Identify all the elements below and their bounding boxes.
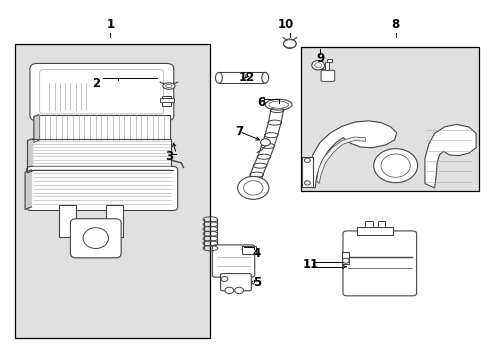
Bar: [161, 96, 171, 107]
Bar: [15, 44, 210, 338]
Ellipse shape: [380, 154, 409, 177]
Circle shape: [304, 158, 310, 162]
Ellipse shape: [165, 85, 172, 87]
Circle shape: [243, 181, 263, 195]
FancyBboxPatch shape: [342, 231, 416, 296]
Bar: [220, 274, 228, 278]
Bar: [105, 205, 122, 237]
Ellipse shape: [215, 72, 222, 83]
Circle shape: [224, 287, 233, 294]
Polygon shape: [25, 170, 31, 210]
Circle shape: [304, 181, 310, 185]
Text: 3: 3: [164, 150, 173, 163]
Text: 5: 5: [252, 276, 260, 289]
Circle shape: [237, 176, 268, 199]
Ellipse shape: [268, 101, 288, 108]
Ellipse shape: [264, 99, 291, 110]
Bar: [325, 62, 328, 69]
Polygon shape: [307, 121, 396, 188]
Circle shape: [314, 63, 321, 68]
FancyBboxPatch shape: [40, 69, 163, 114]
Text: 1: 1: [106, 18, 114, 31]
Text: 6: 6: [257, 96, 265, 109]
Circle shape: [234, 287, 243, 294]
Text: 7: 7: [235, 125, 243, 138]
Text: 11: 11: [302, 258, 318, 271]
Polygon shape: [34, 115, 39, 142]
Bar: [242, 246, 255, 253]
Circle shape: [311, 60, 324, 70]
Text: 10: 10: [277, 18, 293, 31]
Circle shape: [221, 276, 227, 282]
Text: 8: 8: [391, 18, 399, 31]
FancyBboxPatch shape: [26, 166, 177, 211]
FancyBboxPatch shape: [30, 63, 173, 121]
Bar: [377, 221, 384, 227]
Text: 4: 4: [252, 247, 260, 260]
Text: 2: 2: [92, 77, 100, 90]
Ellipse shape: [163, 83, 175, 89]
Bar: [59, 205, 76, 237]
Bar: [219, 72, 264, 83]
Circle shape: [260, 139, 270, 146]
Ellipse shape: [83, 228, 108, 248]
Circle shape: [342, 258, 348, 263]
Ellipse shape: [373, 149, 417, 183]
FancyBboxPatch shape: [321, 70, 334, 81]
Polygon shape: [27, 139, 32, 173]
Bar: [32, 139, 171, 171]
Ellipse shape: [261, 72, 268, 83]
FancyBboxPatch shape: [70, 219, 121, 258]
Bar: [302, 157, 312, 187]
FancyBboxPatch shape: [220, 274, 251, 291]
Bar: [341, 252, 348, 264]
Bar: [39, 115, 170, 140]
Bar: [356, 226, 392, 234]
Bar: [159, 98, 174, 102]
Circle shape: [283, 39, 296, 48]
Bar: [365, 221, 372, 227]
Text: 9: 9: [315, 51, 324, 64]
Polygon shape: [424, 125, 475, 188]
Text: 12: 12: [238, 71, 255, 84]
Bar: [300, 47, 478, 191]
FancyBboxPatch shape: [212, 245, 254, 277]
Polygon shape: [316, 137, 365, 184]
Bar: [327, 59, 331, 62]
